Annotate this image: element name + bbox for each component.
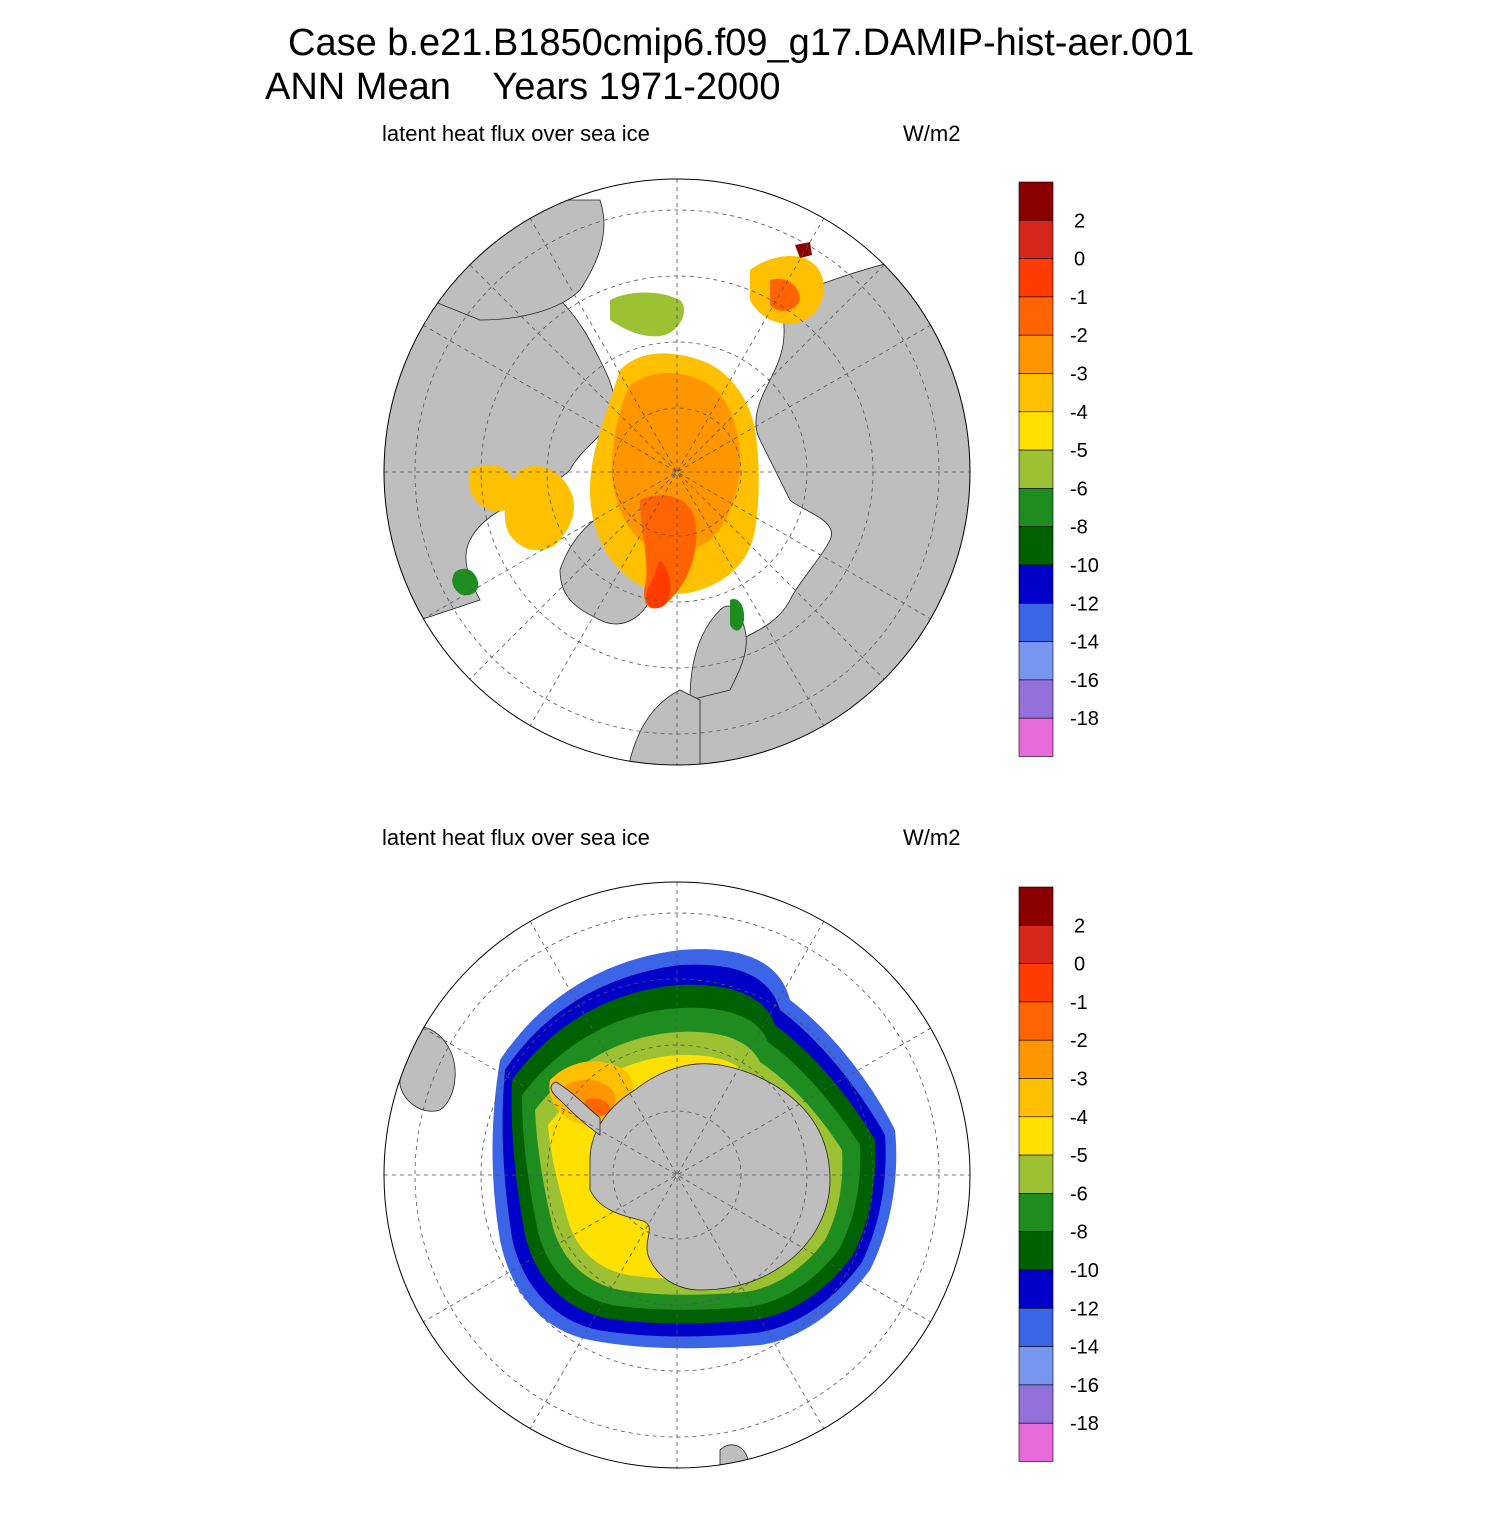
- colorbar-tick-label: -18: [1070, 708, 1099, 730]
- colorbar-tick-label: -1: [1070, 287, 1088, 309]
- top-panel-units-label: W/m2: [903, 121, 961, 146]
- colorbar-swatch: [1018, 258, 1054, 298]
- map-border: [383, 178, 971, 766]
- map-border: [383, 881, 971, 1469]
- bottom-panel-variable-label: latent heat flux over sea ice: [382, 825, 650, 850]
- colorbar-swatch: [1018, 526, 1054, 566]
- colorbar-swatch: [1018, 1422, 1054, 1462]
- colorbar-tick-label: -10: [1070, 555, 1099, 577]
- bottom-colorbar: 2 0 -1 -2 -3 -4 -5 -6 -8 -10 -12 -14 -16 -18: [1018, 886, 1099, 1462]
- colorbar-swatch: [1018, 1078, 1054, 1118]
- colorbar-tick-label: -4: [1070, 1107, 1088, 1129]
- colorbar-tick-label: -3: [1070, 1069, 1088, 1091]
- top-colorbar: 2 0 -1 -2 -3 -4 -5 -6 -8 -10 -12 -14 -16 -18: [1018, 181, 1099, 757]
- colorbar-tick-label: -5: [1070, 440, 1088, 462]
- graticule: [384, 179, 970, 765]
- colorbar-swatch: [1018, 411, 1054, 451]
- graticule: [384, 882, 970, 1468]
- colorbar-tick-label: -4: [1070, 402, 1088, 424]
- colorbar-tick-label: -12: [1070, 593, 1099, 615]
- colorbar-swatch: [1018, 641, 1054, 681]
- colorbar-swatch: [1018, 220, 1054, 259]
- colorbar-tick-label: -8: [1070, 517, 1088, 539]
- colorbar-swatch: [1018, 296, 1054, 336]
- colorbar-swatch: [1018, 1154, 1054, 1194]
- colorbar-swatch: [1018, 1308, 1054, 1347]
- top-panel-variable-label: latent heat flux over sea ice: [382, 121, 650, 146]
- colorbar-swatch: [1018, 1116, 1054, 1156]
- colorbar-swatch: [1018, 488, 1054, 527]
- colorbar-tick-label: -1: [1070, 992, 1088, 1014]
- colorbar-tick-label: 0: [1074, 954, 1085, 976]
- colorbar-swatch: [1018, 1384, 1054, 1424]
- antarctic-map: 2 0 -1 -2 -3 -4 -5 -6 -8 -10 -12 -14 -16 -18: [383, 881, 1099, 1469]
- figure-title-line-2: ANN Mean Years 1971-2000: [265, 66, 781, 108]
- colorbar-tick-label: -14: [1070, 1337, 1099, 1359]
- colorbar-tick-label: -18: [1070, 1413, 1099, 1435]
- colorbar-swatch: [1018, 334, 1054, 374]
- colorbar-tick-label: -12: [1070, 1298, 1099, 1320]
- colorbar-swatch: [1018, 602, 1054, 642]
- colorbar-swatch: [1018, 181, 1054, 221]
- colorbar-tick-label: -8: [1070, 1222, 1088, 1244]
- colorbar-tick-label: -16: [1070, 670, 1099, 692]
- colorbar-swatch: [1018, 1346, 1054, 1386]
- colorbar-swatch: [1018, 449, 1054, 489]
- colorbar-tick-label: -14: [1070, 632, 1099, 654]
- arctic-map: 2 0 -1 -2 -3 -4 -5 -6 -8 -10 -12 -14 -16 -18: [383, 178, 1099, 766]
- colorbar-swatch: [1018, 1269, 1054, 1309]
- colorbar-tick-label: -6: [1070, 478, 1088, 500]
- colorbar-swatch: [1018, 1001, 1054, 1041]
- colorbar-swatch: [1018, 1193, 1054, 1233]
- colorbar-tick-label: 2: [1074, 210, 1085, 232]
- colorbar-tick-label: -2: [1070, 1030, 1088, 1052]
- colorbar-swatch: [1018, 1039, 1054, 1079]
- colorbar-tick-label: -3: [1070, 364, 1088, 386]
- colorbar-tick-label: -6: [1070, 1183, 1088, 1205]
- figure-title-line-1: Case b.e21.B1850cmip6.f09_g17.DAMIP-hist…: [288, 22, 1195, 64]
- colorbar-swatch: [1018, 963, 1054, 1003]
- colorbar-swatch: [1018, 373, 1054, 413]
- colorbar-tick-label: -5: [1070, 1145, 1088, 1167]
- colorbar-swatch: [1018, 679, 1054, 719]
- colorbar-tick-label: -16: [1070, 1375, 1099, 1397]
- colorbar-swatch: [1018, 886, 1054, 926]
- colorbar-tick-label: 0: [1074, 249, 1085, 271]
- colorbar-swatch: [1018, 1231, 1054, 1271]
- colorbar-tick-label: 2: [1074, 915, 1085, 937]
- colorbar-swatch: [1018, 564, 1054, 604]
- colorbar-tick-label: -2: [1070, 325, 1088, 347]
- bottom-panel-units-label: W/m2: [903, 825, 961, 850]
- colorbar-swatch: [1018, 717, 1054, 757]
- colorbar-swatch: [1018, 924, 1054, 964]
- colorbar-tick-label: -10: [1070, 1260, 1099, 1282]
